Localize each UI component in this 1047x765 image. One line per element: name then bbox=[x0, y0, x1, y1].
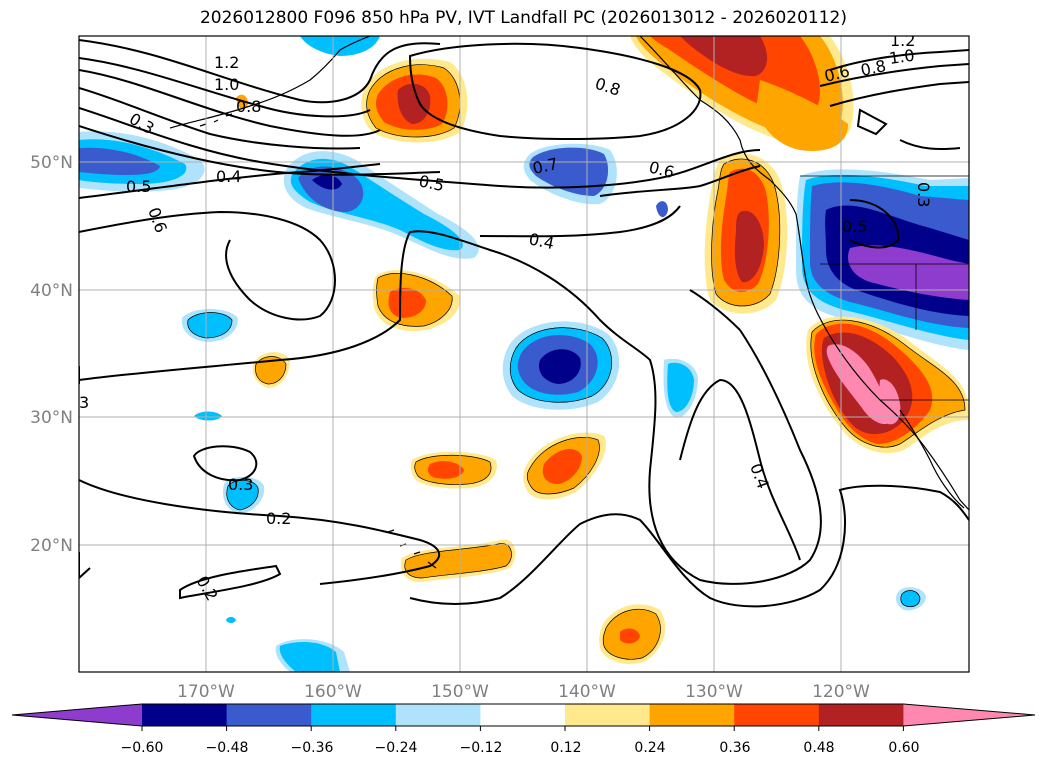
borders bbox=[800, 175, 969, 401]
contour-label: 1.2 bbox=[214, 53, 239, 72]
lon-label-140w: 140°W bbox=[558, 682, 616, 702]
negative-anomaly-shading bbox=[79, 36, 969, 672]
colorbar-segment bbox=[395, 704, 481, 726]
contour-label: 0.5 bbox=[842, 217, 867, 236]
gridlines bbox=[79, 36, 969, 672]
lat-label-50n: 50°N bbox=[30, 153, 73, 173]
colorbar-segment bbox=[226, 704, 312, 726]
lon-label-130w: 130°W bbox=[685, 682, 743, 702]
lat-label-30n: 30°N bbox=[30, 408, 73, 428]
contour-label: 0.3 bbox=[914, 182, 933, 207]
contour-label: 0.2 bbox=[266, 509, 291, 528]
map-title: 2026012800 F096 850 hPa PV, IVT Landfall… bbox=[199, 8, 847, 28]
longitude-labels: 170°W 160°W 150°W 140°W 130°W 120°W bbox=[177, 682, 870, 702]
contour-label: 0.8 bbox=[859, 56, 888, 80]
colorbar-segment bbox=[734, 704, 820, 726]
anomaly-outlines bbox=[187, 64, 966, 660]
contour-label: 3 bbox=[79, 393, 89, 412]
colorbar bbox=[11, 703, 1036, 731]
contour-label: 1.0 bbox=[214, 75, 239, 94]
pv-contours bbox=[79, 39, 969, 608]
colorbar-tick-label: −0.48 bbox=[206, 740, 249, 756]
colorbar-tick-label: −0.60 bbox=[121, 740, 164, 756]
colorbar-tick-label: 0.36 bbox=[719, 740, 750, 756]
latitude-labels: 50°N 40°N 30°N 20°N bbox=[30, 153, 73, 556]
colorbar-segment bbox=[480, 704, 566, 726]
contour-label: 0.7 bbox=[531, 154, 560, 178]
contour-label: 0.3 bbox=[228, 475, 253, 494]
colorbar-tick-label: 0.24 bbox=[634, 740, 665, 756]
lon-label-150w: 150°W bbox=[431, 682, 489, 702]
colorbar-segment bbox=[649, 704, 735, 726]
colorbar-segment bbox=[311, 704, 397, 726]
colorbar-tick-label: −0.24 bbox=[375, 740, 418, 756]
colorbar-tick-label: −0.36 bbox=[291, 740, 334, 756]
contour-label: 0.4 bbox=[216, 167, 241, 186]
colorbar-segment bbox=[565, 704, 651, 726]
lat-label-40n: 40°N bbox=[30, 281, 73, 301]
colorbar-tick-label: 0.60 bbox=[888, 740, 919, 756]
contour-label: 1.2 bbox=[890, 31, 915, 50]
contour-label: 1.0 bbox=[888, 46, 916, 68]
lon-label-170w: 170°W bbox=[177, 682, 235, 702]
colorbar-tick-label: 0.12 bbox=[550, 740, 581, 756]
lon-label-160w: 160°W bbox=[304, 682, 362, 702]
map-content: 1.2 1.0 0.8 0.3 0.5 0.6 0.4 0.5 0.7 0.6 … bbox=[79, 31, 969, 672]
contour-label: 0.4 bbox=[527, 229, 556, 253]
contour-label: 0.5 bbox=[417, 171, 446, 195]
colorbar-ticks: −0.60 −0.48 −0.36 −0.24 −0.12 0.12 0.24 … bbox=[121, 740, 920, 756]
colorbar-tick-label: −0.12 bbox=[460, 740, 503, 756]
contour-label: 0.5 bbox=[126, 177, 151, 196]
colorbar-segment bbox=[142, 704, 228, 726]
colorbar-extend-max bbox=[903, 704, 1035, 726]
lon-label-120w: 120°W bbox=[812, 682, 870, 702]
lat-label-20n: 20°N bbox=[30, 536, 73, 556]
contour-label: 0.8 bbox=[236, 97, 261, 116]
colorbar-extend-min bbox=[12, 704, 142, 726]
map-frame bbox=[78, 35, 970, 673]
colorbar-segment bbox=[818, 704, 904, 726]
colorbar-tick-label: 0.48 bbox=[803, 740, 834, 756]
